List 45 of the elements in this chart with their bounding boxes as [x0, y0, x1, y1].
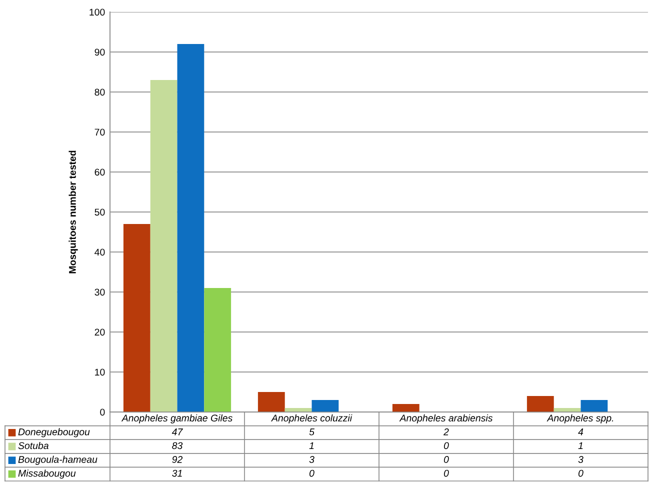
y-tick-label: 0 — [100, 408, 105, 416]
y-tick-label: 30 — [94, 288, 105, 296]
bar — [526, 396, 554, 412]
y-tick-label: 10 — [95, 368, 105, 376]
data-label: 3 — [578, 456, 584, 463]
legend-label: Doneguebougou — [18, 428, 90, 438]
y-tick-label: 80 — [94, 88, 105, 96]
legend-label: Bougoula-hameau — [18, 456, 98, 465]
legend-label: Sotuba — [18, 442, 48, 450]
y-tick-label: 90 — [94, 48, 105, 56]
data-label: 4 — [578, 428, 584, 436]
x-tick-label: Anopheles spp. — [546, 414, 614, 424]
data-label: 47 — [172, 428, 183, 436]
bar — [150, 80, 178, 412]
data-label: 0 — [444, 442, 449, 450]
y-tick-label: 60 — [94, 168, 105, 176]
x-tick-label: Anopheles arabiensis — [399, 414, 493, 424]
data-label: 92 — [172, 456, 183, 463]
bar — [312, 400, 339, 412]
y-axis-title: Mosquitoes number tested — [68, 150, 78, 274]
data-label: 83 — [172, 442, 183, 450]
bar — [177, 44, 204, 412]
data-label: 0 — [444, 470, 449, 477]
x-tick-label: Anopheles coluzzii — [271, 414, 352, 424]
bar — [392, 404, 420, 412]
data-label: 1 — [309, 442, 314, 450]
y-tick-label: 70 — [94, 128, 105, 136]
y-tick-label: 100 — [90, 8, 105, 16]
bar — [580, 400, 608, 412]
x-tick-label: Anopheles gambiae Giles — [121, 414, 232, 424]
data-label: 0 — [309, 470, 314, 477]
data-label: 1 — [578, 442, 583, 450]
legend-label: Missabougou — [18, 470, 76, 479]
y-tick-label: 50 — [94, 208, 105, 216]
bar — [204, 288, 232, 412]
data-label: 2 — [443, 428, 449, 436]
bar — [258, 392, 285, 412]
y-tick-label: 20 — [94, 328, 105, 336]
y-tick-label: 40 — [94, 248, 105, 256]
data-label: 0 — [444, 456, 449, 463]
bar — [123, 224, 150, 412]
data-label: 3 — [309, 456, 314, 463]
data-label: 31 — [172, 470, 182, 477]
data-label: 5 — [309, 428, 314, 436]
data-label: 0 — [578, 470, 584, 477]
